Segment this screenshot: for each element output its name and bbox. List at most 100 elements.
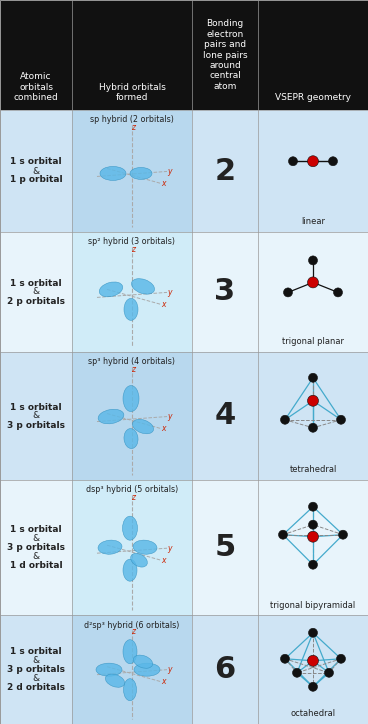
Ellipse shape <box>100 167 126 180</box>
Bar <box>72 480 192 615</box>
Ellipse shape <box>130 167 152 180</box>
Circle shape <box>308 682 318 691</box>
Text: 2: 2 <box>215 156 236 185</box>
Text: &: & <box>32 552 40 561</box>
Bar <box>258 110 368 232</box>
Bar <box>0 0 368 110</box>
Bar <box>192 110 258 232</box>
Bar <box>72 232 192 352</box>
Text: Atomic
orbitals
combined: Atomic orbitals combined <box>14 72 59 102</box>
Text: 6: 6 <box>215 655 236 684</box>
Bar <box>192 615 258 724</box>
Circle shape <box>308 256 318 265</box>
Circle shape <box>308 655 318 666</box>
Text: x: x <box>161 179 165 188</box>
Bar <box>258 232 368 352</box>
Circle shape <box>308 521 318 529</box>
Text: 2 d orbitals: 2 d orbitals <box>7 683 65 692</box>
Bar <box>0 232 72 352</box>
Text: x: x <box>161 424 165 433</box>
Text: z: z <box>131 364 135 374</box>
Ellipse shape <box>123 386 139 411</box>
Text: y: y <box>167 544 171 552</box>
Ellipse shape <box>131 553 147 567</box>
Text: z: z <box>131 122 135 132</box>
Text: dsp³ hybrid (5 orbitals): dsp³ hybrid (5 orbitals) <box>86 486 178 494</box>
Ellipse shape <box>98 540 122 555</box>
Bar <box>258 480 368 615</box>
Circle shape <box>280 416 290 424</box>
Bar <box>192 480 258 615</box>
Text: 1 s orbital: 1 s orbital <box>10 279 62 287</box>
Text: octahedral: octahedral <box>290 710 336 718</box>
Text: 4: 4 <box>215 402 236 431</box>
Ellipse shape <box>131 279 155 294</box>
Bar <box>258 352 368 480</box>
Ellipse shape <box>105 674 125 687</box>
Text: VSEPR geometry: VSEPR geometry <box>275 93 351 102</box>
Text: sp hybrid (2 orbitals): sp hybrid (2 orbitals) <box>90 116 174 125</box>
Ellipse shape <box>132 419 153 434</box>
Circle shape <box>308 156 318 167</box>
Circle shape <box>289 156 297 166</box>
Text: 1 s orbital: 1 s orbital <box>10 647 62 656</box>
Text: 1 d orbital: 1 d orbital <box>10 561 62 570</box>
Text: &: & <box>32 411 40 421</box>
Ellipse shape <box>123 516 138 540</box>
Bar <box>0 110 72 232</box>
Text: trigonal bipyramidal: trigonal bipyramidal <box>270 600 355 610</box>
Circle shape <box>308 277 318 288</box>
Bar <box>72 615 192 724</box>
Circle shape <box>283 288 293 297</box>
Ellipse shape <box>96 663 122 676</box>
Ellipse shape <box>124 298 138 321</box>
Circle shape <box>325 668 333 677</box>
Ellipse shape <box>123 640 137 664</box>
Bar <box>72 110 192 232</box>
Ellipse shape <box>134 663 160 676</box>
Text: trigonal planar: trigonal planar <box>282 337 344 347</box>
Text: 3 p orbitals: 3 p orbitals <box>7 421 65 429</box>
Circle shape <box>280 654 290 663</box>
Text: y: y <box>167 665 171 674</box>
Circle shape <box>308 395 318 406</box>
Text: 1 s orbital: 1 s orbital <box>10 158 62 167</box>
Bar <box>0 352 72 480</box>
Text: x: x <box>161 556 165 565</box>
Text: &: & <box>32 534 40 543</box>
Text: z: z <box>131 492 135 502</box>
Circle shape <box>308 502 318 511</box>
Circle shape <box>308 560 318 569</box>
Bar <box>192 352 258 480</box>
Circle shape <box>293 668 301 677</box>
Circle shape <box>279 530 287 539</box>
Circle shape <box>339 530 347 539</box>
Circle shape <box>336 654 346 663</box>
Text: linear: linear <box>301 217 325 227</box>
Circle shape <box>308 374 318 382</box>
Ellipse shape <box>133 540 157 555</box>
Text: Bonding
electron
pairs and
lone pairs
around
central
atom: Bonding electron pairs and lone pairs ar… <box>203 20 247 90</box>
Text: tetrahedral: tetrahedral <box>289 466 337 474</box>
Text: y: y <box>167 412 171 421</box>
Text: 3 p orbitals: 3 p orbitals <box>7 543 65 552</box>
Bar <box>0 480 72 615</box>
Text: sp³ hybrid (4 orbitals): sp³ hybrid (4 orbitals) <box>88 358 176 366</box>
Text: x: x <box>161 300 165 309</box>
Ellipse shape <box>99 282 123 297</box>
Text: &: & <box>32 656 40 665</box>
Ellipse shape <box>133 655 153 668</box>
Text: Hybrid orbitals
formed: Hybrid orbitals formed <box>99 83 166 102</box>
Text: 3 p orbitals: 3 p orbitals <box>7 665 65 674</box>
Text: &: & <box>32 167 40 175</box>
Text: z: z <box>131 245 135 253</box>
Text: 2 p orbitals: 2 p orbitals <box>7 297 65 306</box>
Circle shape <box>336 416 346 424</box>
Bar <box>0 615 72 724</box>
Text: &: & <box>32 287 40 297</box>
Circle shape <box>308 531 318 542</box>
Ellipse shape <box>123 559 137 581</box>
Text: &: & <box>32 674 40 683</box>
Circle shape <box>308 424 318 432</box>
Bar <box>192 232 258 352</box>
